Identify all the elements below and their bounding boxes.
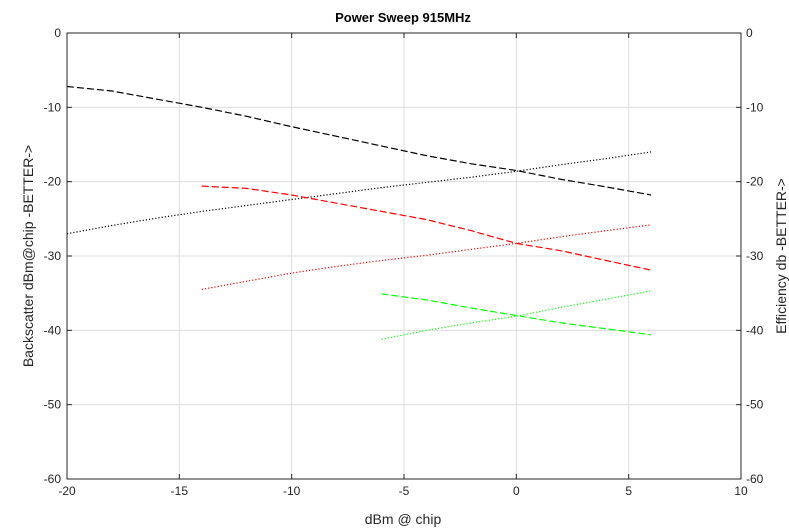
y-tick-label-right: -30 <box>746 249 764 263</box>
x-tick-label: -20 <box>58 484 76 498</box>
y-tick-label-left: -20 <box>44 175 62 189</box>
series-lines <box>66 85 652 340</box>
chart-title: Power Sweep 915MHz <box>335 10 471 25</box>
x-tick-label: -10 <box>283 484 301 498</box>
y-tick-label-left: -30 <box>44 249 62 263</box>
axis-ticks: -20 -15 -10 -5 0 5 100 0-10 -10-20 -20-30 -30-40 -4… <box>44 26 764 498</box>
series-line-1 <box>66 85 652 196</box>
y-tick-label-left: -50 <box>44 398 62 412</box>
y-axis-label-left: Backscatter dBm@chip -BETTER-> <box>20 145 36 367</box>
x-tick-label: 5 <box>625 484 632 498</box>
y-tick-label-right: 0 <box>746 26 753 40</box>
series-line-2 <box>66 151 652 235</box>
series-line-6 <box>381 290 652 340</box>
series-line-5 <box>381 293 652 336</box>
y-tick-label-right: -40 <box>746 323 764 337</box>
x-tick-label: -15 <box>171 484 189 498</box>
y-tick-label-right: -60 <box>746 472 764 486</box>
y-tick-label-left: -60 <box>44 472 62 486</box>
x-tick-label: 10 <box>734 484 748 498</box>
series-line-3 <box>201 185 652 271</box>
series-line-4 <box>201 224 652 290</box>
y-tick-label-left: -40 <box>44 323 62 337</box>
x-tick-label: 0 <box>513 484 520 498</box>
x-tick-label: -5 <box>399 484 410 498</box>
x-axis-label: dBm @ chip <box>365 511 442 527</box>
y-tick-label-right: -10 <box>746 100 764 114</box>
y-tick-label-left: 0 <box>54 26 61 40</box>
grid <box>66 32 742 480</box>
y-tick-label-right: -50 <box>746 398 764 412</box>
y-tick-label-right: -20 <box>746 175 764 189</box>
y-axis-label-right: Efficiency db -BETTER-> <box>773 178 789 334</box>
y-tick-label-left: -10 <box>44 100 62 114</box>
